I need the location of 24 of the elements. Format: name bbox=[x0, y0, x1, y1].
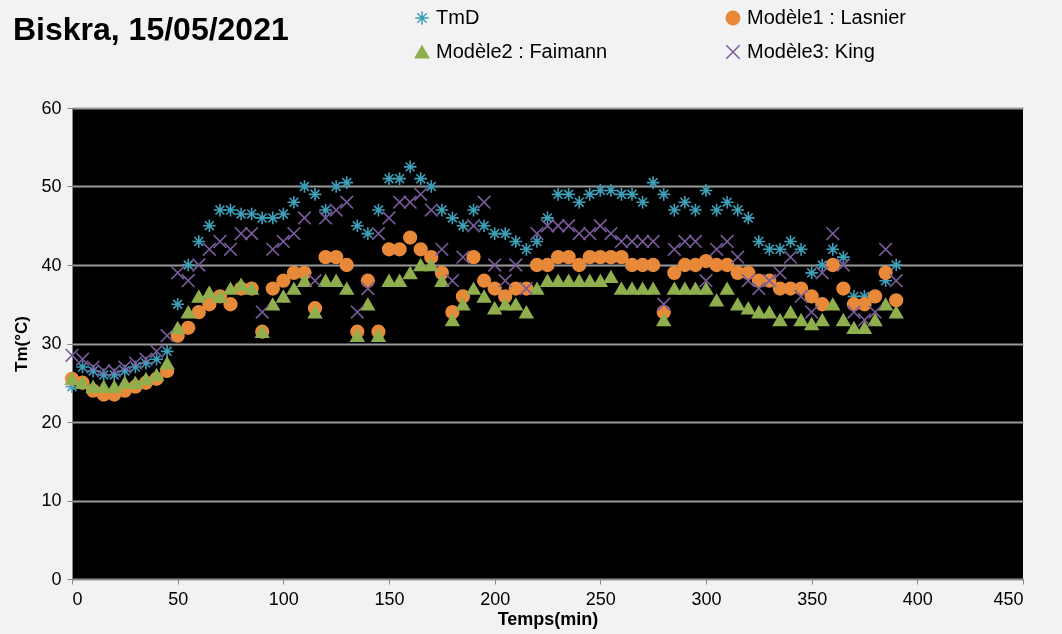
x-tick-label: 150 bbox=[374, 588, 405, 609]
x-tick-label: 100 bbox=[268, 588, 299, 609]
y-tick-label: 30 bbox=[41, 333, 62, 353]
legend-label: Modèle3: King bbox=[747, 40, 875, 62]
y-tick-label: 10 bbox=[41, 490, 62, 510]
x-tick-label: 400 bbox=[902, 588, 933, 609]
legend-label: Modèle1 : Lasnier bbox=[747, 6, 907, 28]
y-tick-label: 20 bbox=[41, 411, 62, 432]
legend-label: Modèle2 : Faimann bbox=[436, 40, 608, 62]
y-tick-label: 50 bbox=[41, 176, 62, 196]
x-tick-label: 450 bbox=[993, 588, 1024, 609]
legend-label: TmD bbox=[436, 6, 480, 28]
y-tick-label: 0 bbox=[51, 568, 62, 589]
chart-title: Biskra, 15/05/2021 bbox=[12, 11, 289, 47]
x-tick-label: 300 bbox=[691, 588, 722, 609]
y-axis-title: Tm(°C) bbox=[12, 316, 32, 372]
x-tick-label: 250 bbox=[585, 588, 616, 609]
y-tick-label: 60 bbox=[41, 97, 62, 118]
x-axis-title: Temps(min) bbox=[497, 608, 599, 629]
x-tick-label: 200 bbox=[480, 588, 511, 609]
x-tick-label: 0 bbox=[72, 588, 83, 609]
y-tick-label: 40 bbox=[41, 254, 62, 275]
x-tick-label: 350 bbox=[797, 588, 828, 609]
x-tick-label: 50 bbox=[168, 588, 189, 609]
